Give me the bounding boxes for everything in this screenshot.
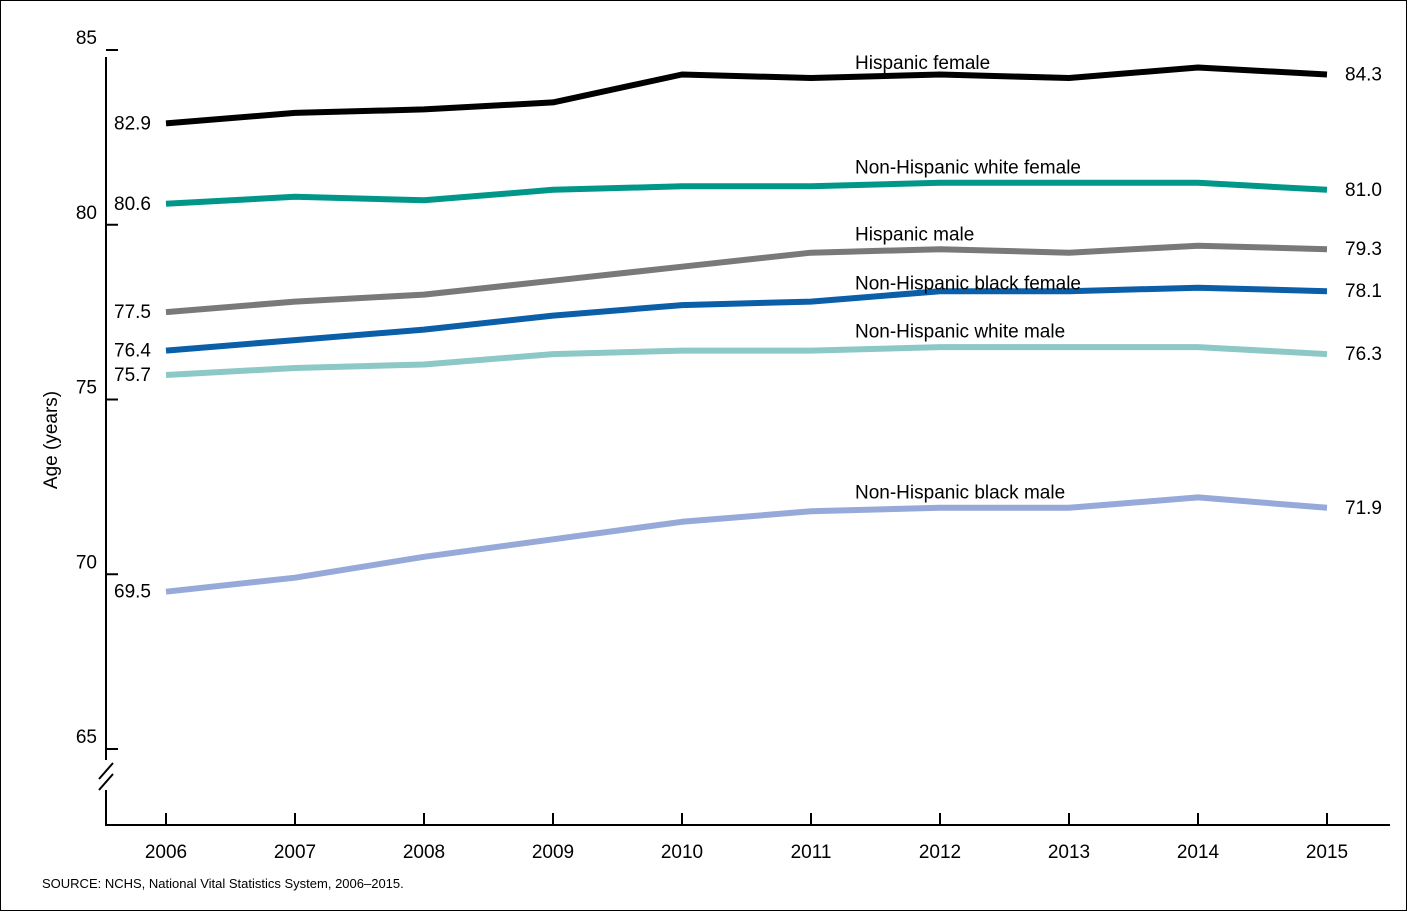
series-name-label: Non-Hispanic white male: [855, 322, 1065, 343]
series-end-label: 84.3: [1345, 64, 1382, 85]
x-tick-label: 2007: [274, 842, 316, 863]
y-tick-label: 70: [76, 552, 97, 573]
x-tick-label: 2008: [403, 842, 445, 863]
series-end-label: 79.3: [1345, 239, 1382, 260]
series-end-label: 76.3: [1345, 344, 1382, 365]
series-line: [165, 284, 1328, 354]
series-name-label: Non-Hispanic white female: [855, 157, 1081, 178]
x-tick-label: 2009: [532, 842, 574, 863]
series-line: [165, 64, 1328, 127]
source-note: SOURCE: NCHS, National Vital Statistics …: [42, 876, 404, 891]
x-tick-label: 2011: [791, 842, 832, 863]
series-start-label: 77.5: [114, 302, 151, 323]
series-line: [165, 242, 1328, 316]
x-tick-label: 2014: [1177, 842, 1220, 863]
series-end-label: 71.9: [1345, 498, 1382, 519]
series-start-label: 75.7: [114, 365, 151, 386]
y-axis-label: Age (years): [41, 391, 62, 489]
y-tick-label: 85: [76, 28, 97, 49]
y-tick-label: 65: [76, 727, 97, 748]
x-tick-label: 2015: [1306, 842, 1348, 863]
x-tick-label: 2006: [145, 842, 187, 863]
series-name-label: Hispanic male: [855, 225, 974, 246]
series-line: [165, 344, 1328, 378]
series-start-label: 82.9: [114, 113, 151, 134]
series-start-label: 69.5: [114, 582, 151, 603]
series-name-label: Non-Hispanic black male: [855, 482, 1065, 503]
x-tick-label: 2013: [1048, 842, 1090, 863]
series-line: [165, 179, 1328, 207]
y-axis-break-mark: [98, 762, 114, 780]
series-lines: [165, 64, 1328, 595]
x-tick-label: 2010: [661, 842, 703, 863]
y-axis-break-mark: [98, 773, 114, 791]
series-end-label: 81.0: [1345, 180, 1382, 201]
y-tick-label: 80: [76, 203, 97, 224]
series-name-label: Non-Hispanic black female: [855, 274, 1081, 295]
series-name-label: Hispanic female: [855, 53, 990, 74]
series-labels: 82.9 84.3 Hispanic female 80.6 81.0 Non-Hispa…: [114, 53, 1382, 603]
series-end-label: 78.1: [1345, 281, 1382, 302]
series-start-label: 80.6: [114, 194, 151, 215]
series-line: [165, 494, 1328, 595]
series-start-label: 76.4: [114, 341, 151, 362]
axes: 65 70 75 80 85 2006 2007 2008 2009 2010 2011 2012 20…: [76, 28, 1390, 863]
y-tick-label: 75: [76, 378, 97, 399]
x-tick-label: 2012: [919, 842, 961, 863]
